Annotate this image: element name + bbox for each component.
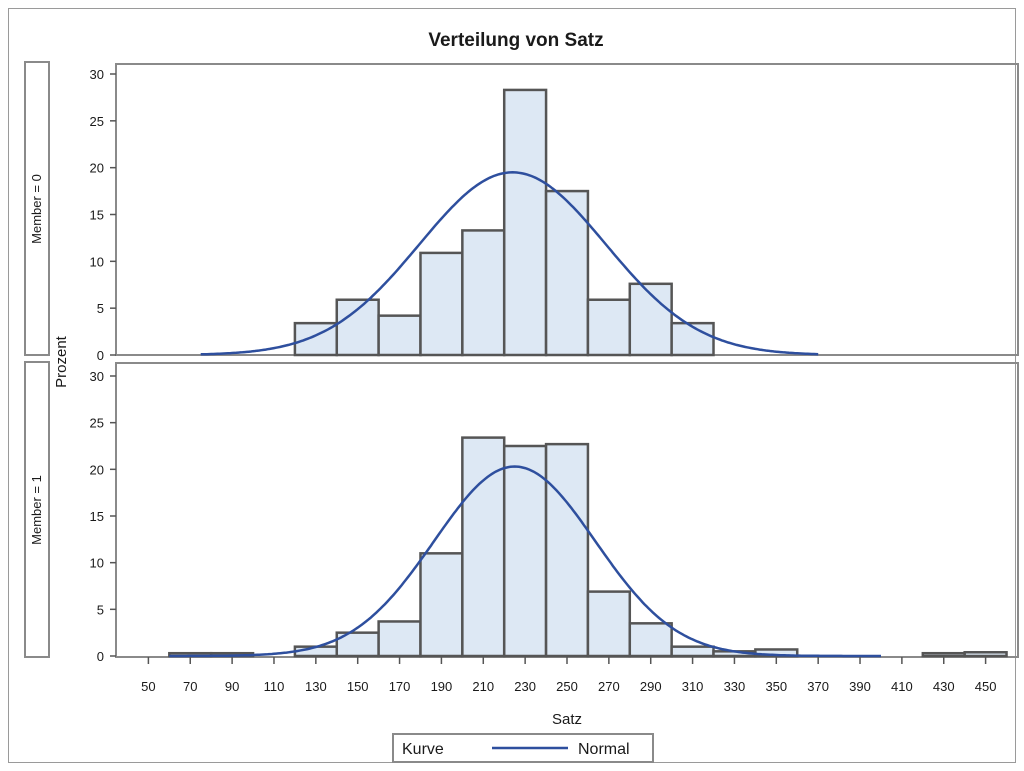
y-tick-label-panel1-5: 5 [97,602,104,617]
y-tick-label-panel1-25: 25 [90,416,104,431]
legend-box [392,733,654,763]
histogram-bar-panel1-310 [670,645,715,658]
histogram-bar-panel0-310 [670,321,715,357]
y-tick-label-panel1-0: 0 [97,649,104,664]
x-tick-label-230: 230 [514,679,536,694]
y-tick-label-panel0-30: 30 [90,67,104,82]
x-tick-label-70: 70 [183,679,197,694]
x-tick-label-210: 210 [472,679,494,694]
x-tick-label-250: 250 [556,679,578,694]
x-tick-label-150: 150 [347,679,369,694]
x-tick-label-90: 90 [225,679,239,694]
histogram-bar-panel1-270 [586,590,632,658]
y-tick-label-panel0-25: 25 [90,114,104,129]
legend-title: Kurve [402,741,444,758]
histogram-bar-panel0-190 [419,251,464,357]
x-tick-label-110: 110 [264,679,285,694]
strip-box-top [24,61,50,356]
x-tick-label-450: 450 [975,679,997,694]
y-axis-title: Prozent [53,335,70,388]
histogram-bar-panel0-210 [461,229,506,357]
normal-curve-panel1 [169,465,881,658]
y-tick-label-panel0-10: 10 [90,254,104,269]
y-tick-label-panel0-15: 15 [90,208,104,223]
y-tick-label-panel1-30: 30 [90,369,104,384]
x-tick-label-190: 190 [431,679,453,694]
histogram-bar-panel0-170 [377,314,422,357]
chart-title: Verteilung von Satz [428,30,603,51]
x-tick-label-130: 130 [305,679,327,694]
x-tick-label-390: 390 [849,679,871,694]
y-tick-label-panel0-20: 20 [90,161,104,176]
strip-label-member-1: Member = 1 [29,475,44,545]
x-tick-label-270: 270 [598,679,620,694]
x-tick-label-290: 290 [640,679,662,694]
legend-normal-label: Normal [578,741,630,758]
histogram-bar-panel0-270 [586,298,632,357]
x-tick-label-370: 370 [807,679,829,694]
curves-layer [169,171,881,658]
x-tick-label-430: 430 [933,679,955,694]
x-axis-title: Satz [552,711,582,728]
y-tick-label-panel0-5: 5 [97,301,104,316]
histogram-bar-panel1-230 [502,444,548,658]
x-tick-label-50: 50 [141,679,155,694]
histogram-bar-panel1-170 [377,620,422,658]
histogram-bar-panel1-190 [419,552,464,658]
histogram-bar-panel1-430 [921,651,966,658]
y-tick-label-panel1-10: 10 [90,556,104,571]
normal-curve-panel0 [200,171,819,356]
x-tick-label-170: 170 [389,679,411,694]
bars-layer [168,88,1008,658]
legend: Kurve Normal [392,733,654,763]
histogram-bar-panel1-250 [544,442,590,658]
x-tick-label-410: 410 [891,679,913,694]
y-tick-label-panel1-15: 15 [90,509,104,524]
histogram-bar-panel1-450 [963,651,1008,658]
histogram-bar-panel1-290 [628,622,673,658]
y-tick-label-panel1-20: 20 [90,462,104,477]
axes-layer: 0 5 10 15 20 25 30 0 5 10 15 20 25 30 50 70 90 110 130 150 1… [90,67,997,694]
y-tick-label-panel0-0: 0 [97,348,104,363]
x-tick-label-330: 330 [724,679,746,694]
histogram-bar-panel0-230 [502,88,548,357]
histogram-bar-panel0-250 [544,189,590,357]
strip-label-member-0: Member = 0 [29,174,44,244]
strip-box-bottom [24,361,50,658]
x-tick-label-350: 350 [765,679,787,694]
x-tick-label-310: 310 [682,679,704,694]
